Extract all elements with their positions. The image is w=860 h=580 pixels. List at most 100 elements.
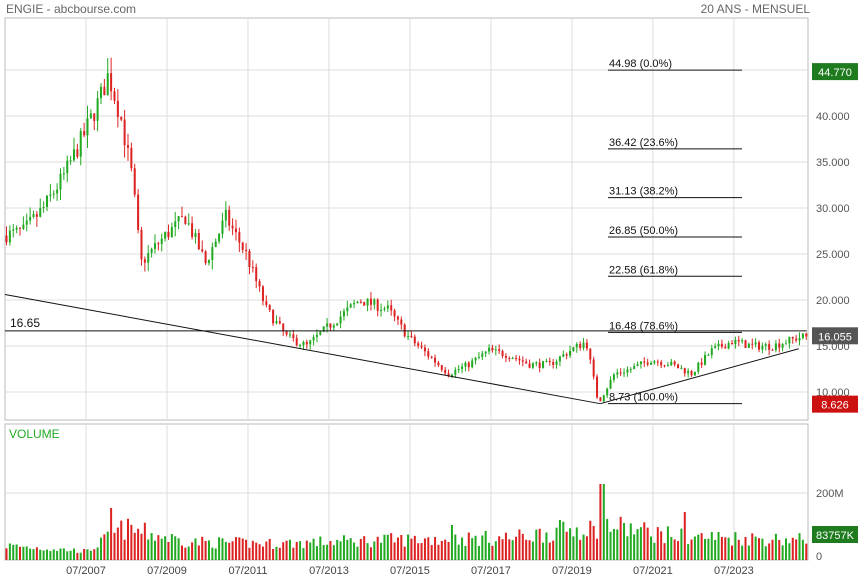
price-panel-frame [4, 17, 809, 421]
volume-bar [312, 538, 315, 560]
volume-bar [555, 527, 558, 560]
volume-bar [579, 539, 582, 560]
volume-bar [83, 548, 86, 560]
volume-bar [764, 546, 767, 560]
volume-bar [265, 541, 268, 560]
volume-bar [116, 527, 119, 560]
candle-body [515, 358, 518, 360]
candle-body [251, 267, 254, 269]
volume-bar [305, 540, 308, 560]
candle-body [555, 361, 558, 365]
candle-body [312, 337, 315, 341]
volume-bar [609, 531, 612, 560]
volume-bar [629, 523, 632, 560]
volume-bar [420, 543, 423, 560]
volume-bar [241, 538, 244, 560]
volume-bar [690, 539, 693, 560]
volume-bar [535, 529, 538, 560]
candle-body [656, 361, 659, 363]
volume-bar [110, 508, 113, 560]
candle-body [32, 214, 35, 217]
candle-body [778, 343, 781, 348]
candle-body [218, 233, 221, 242]
candle-body [380, 309, 383, 311]
y-tick-label: 40.000 [816, 111, 850, 123]
candle-body [174, 221, 177, 228]
volume-bar [376, 536, 379, 560]
candle-body [700, 362, 703, 365]
volume-bar [504, 532, 507, 560]
candle-body [278, 321, 281, 324]
volume-bar [35, 547, 38, 560]
candle-body [693, 371, 696, 376]
candle-body [8, 230, 11, 243]
volume-bar [197, 545, 200, 560]
candle-body [785, 343, 788, 345]
volume-bar [39, 549, 42, 560]
candle-body [339, 316, 342, 324]
candle-body [180, 216, 183, 218]
candle-body [673, 361, 676, 365]
candle-body [798, 337, 801, 341]
volume-bar [623, 523, 626, 560]
volume-bar [619, 516, 622, 560]
volume-bar [140, 533, 143, 560]
volume-bar [103, 534, 106, 560]
candle-body [774, 343, 777, 351]
volume-bar [666, 526, 669, 560]
volume-bar [565, 531, 568, 560]
candle-body [150, 248, 153, 253]
volume-bar [484, 530, 487, 560]
last-price-badge-bg [812, 327, 858, 345]
volume-bar [79, 552, 82, 560]
volume-bar [626, 536, 629, 560]
volume-bar [59, 548, 62, 560]
candle-body [359, 301, 362, 303]
volume-badge-bg [812, 526, 858, 543]
fib-level-label: 22.58 (61.8%) [609, 264, 678, 276]
candle-body [616, 372, 619, 375]
candle-body [461, 366, 464, 370]
fib-level-label: 36.42 (23.6%) [609, 137, 678, 149]
volume-bar [231, 541, 234, 560]
volume-bar [788, 543, 791, 560]
volume-bar [194, 538, 197, 560]
candle-body [396, 316, 399, 320]
volume-bar [646, 527, 649, 560]
volume-bar [720, 536, 723, 560]
volume-bar [494, 541, 497, 560]
candle-body [153, 243, 156, 249]
fib-level-label: 44.98 (0.0%) [609, 58, 672, 70]
volume-bar [589, 520, 592, 560]
volume-bar [120, 520, 123, 560]
volume-bar [66, 551, 69, 560]
volume-bar [76, 552, 79, 560]
candle-body [744, 340, 747, 348]
fib-level-label: 26.85 (50.0%) [609, 225, 678, 237]
volume-bar [143, 522, 146, 560]
volume-bar [724, 537, 727, 560]
candle-body [116, 100, 119, 117]
candle-body [356, 301, 359, 304]
volume-bar [22, 546, 25, 560]
volume-bar [521, 533, 524, 560]
candle-body [663, 365, 666, 367]
volume-bar [8, 543, 11, 560]
volume-bar [515, 536, 518, 560]
volume-bar [339, 541, 342, 560]
candle-body [106, 73, 109, 96]
candle-body [447, 373, 450, 377]
volume-bar [322, 545, 325, 560]
volume-bar [602, 484, 605, 560]
candle-body [636, 364, 639, 367]
candle-body [25, 220, 28, 225]
candle-body [12, 229, 15, 231]
candle-body [548, 360, 551, 362]
x-tick-label: 07/2021 [633, 565, 673, 577]
volume-bar [430, 544, 433, 560]
candle-body [741, 340, 744, 342]
candle-body [29, 216, 32, 221]
volume-bar [525, 539, 528, 560]
volume-bar [612, 528, 615, 560]
volume-bar [326, 544, 329, 560]
